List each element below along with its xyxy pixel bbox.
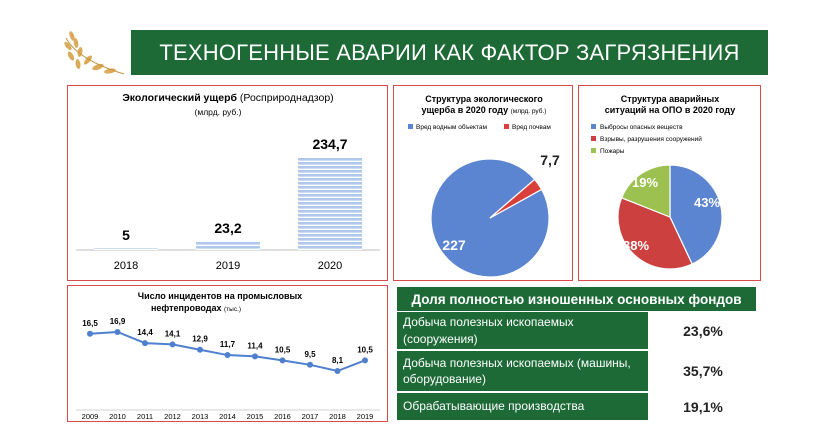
- funds-table-row: Обрабатывающие производства 19,1%: [397, 393, 756, 420]
- chart-title-line2: ситуаций на ОПО в 2020 году: [605, 105, 735, 115]
- x-tick-label: 2016: [274, 412, 291, 421]
- pie-value-label: 38%: [623, 238, 649, 253]
- point-value-label: 16,9: [110, 317, 126, 326]
- pie-slice-soil: [489, 178, 543, 219]
- x-tick-label: 2018: [329, 412, 346, 421]
- incidents-line: [89, 330, 366, 373]
- pie-value-label: 227: [442, 237, 466, 253]
- wheat-logo-icon: [64, 31, 125, 75]
- x-tick-label: 2015: [247, 412, 264, 421]
- legend-swatch: [591, 124, 596, 129]
- point-value-label: 10,5: [357, 345, 373, 354]
- funds-row-label: Добыча полезных ископаемых (сооружения): [397, 312, 650, 349]
- legend-label: Выбросы опасных веществ: [600, 123, 683, 131]
- funds-table-header: Доля полностью изношенных основных фондо…: [397, 287, 756, 311]
- data-point-2014: [224, 352, 231, 359]
- x-tick-label: 2010: [109, 412, 126, 421]
- bar-2018: [94, 248, 158, 250]
- chart-title-line1: Структура аварийных: [621, 94, 719, 104]
- data-point-2019: [362, 357, 368, 364]
- point-value-label: 12,9: [192, 335, 208, 344]
- x-tick-label: 2009: [82, 412, 99, 421]
- funds-row-label: Добыча полезных ископаемых (машины, обор…: [397, 351, 650, 391]
- funds-row-value: 35,7%: [650, 351, 756, 391]
- point-value-label: 11,4: [247, 341, 263, 350]
- pie-value-label: 43%: [694, 195, 720, 210]
- point-value-label: 14,4: [137, 328, 153, 337]
- slide-title-bar: ТЕХНОГЕННЫЕ АВАРИИ КАК ФАКТОР ЗАГРЯЗНЕНИ…: [131, 30, 768, 75]
- legend-swatch: [591, 148, 596, 153]
- legend-label: Взрывы, разрушения сооружений: [600, 135, 702, 143]
- data-point-2016: [279, 357, 286, 364]
- data-point-2012: [169, 341, 176, 348]
- chart-title-line2: нефтепроводах (тыс.): [151, 303, 241, 313]
- pie-value-label: 7,7: [540, 152, 560, 168]
- bar-value-label: 5: [122, 227, 130, 243]
- slide-title: ТЕХНОГЕННЫЕ АВАРИИ КАК ФАКТОР ЗАГРЯЗНЕНИ…: [159, 39, 740, 65]
- bar-value-label: 23,2: [214, 220, 241, 236]
- funds-table-row: Добыча полезных ископаемых (сооружения) …: [397, 312, 756, 349]
- legend-label: Пожары: [600, 148, 625, 155]
- pipeline-incidents-chart-panel: Число инцидентов на промысловых нефтепров…: [67, 285, 388, 422]
- point-value-label: 9,5: [304, 350, 316, 359]
- accident-structure-chart-panel: Структура аварийных ситуаций на ОПО в 202…: [578, 85, 761, 281]
- point-value-label: 11,7: [220, 340, 236, 349]
- x-tick-label: 2018: [114, 260, 138, 272]
- x-tick-label: 2014: [219, 412, 236, 421]
- legend-swatch: [591, 136, 596, 141]
- damage-structure-chart-panel: Структура экологического ущерба в 2020 го…: [393, 85, 573, 281]
- point-value-label: 10,5: [275, 345, 291, 354]
- data-point-2010: [114, 329, 121, 335]
- data-point-2009: [87, 330, 93, 337]
- funds-header-text: Доля полностью изношенных основных фондо…: [411, 291, 742, 307]
- x-tick-label: 2011: [137, 412, 153, 421]
- bar-value-label: 234,7: [312, 136, 347, 152]
- chart-title-line2: ущерба в 2020 году (млрд. руб.): [422, 105, 547, 115]
- eco-damage-bar-chart: Экологический ущерб (Росприроднадзор) (мл…: [76, 92, 380, 272]
- x-tick-label: 2013: [192, 412, 209, 421]
- chart-title: Экологический ущерб (Росприроднадзор): [122, 92, 333, 104]
- bar-2019: [196, 240, 260, 250]
- funds-row-value: 23,6%: [650, 312, 756, 349]
- eco-damage-chart-panel: Экологический ущерб (Росприроднадзор) (мл…: [67, 85, 388, 281]
- x-tick-label: 2019: [216, 260, 240, 272]
- pipeline-incidents-line-chart: Число инцидентов на промысловых нефтепров…: [76, 291, 380, 421]
- x-tick-label: 2019: [357, 412, 374, 421]
- pie-slice-fires: [620, 164, 671, 218]
- legend-label: Вред водным объектам: [416, 123, 487, 131]
- legend-label: Вред почвам: [512, 124, 551, 131]
- data-point-2013: [197, 346, 203, 353]
- data-point-2011: [142, 340, 148, 347]
- legend-swatch: [504, 124, 509, 129]
- funds-row-value: 19,1%: [650, 393, 756, 420]
- point-value-label: 8,1: [332, 356, 344, 365]
- funds-table-row: Добыча полезных ископаемых (машины, обор…: [397, 351, 756, 391]
- funds-row-label: Обрабатывающие производства: [397, 393, 650, 420]
- chart-subtitle: (млрд. руб.): [195, 107, 242, 117]
- legend-swatch: [408, 124, 413, 129]
- x-tick-label: 2012: [164, 412, 181, 421]
- pie-value-label: 19%: [632, 175, 658, 190]
- pie-slice-emissions: [669, 164, 723, 265]
- pie-slice-explosions: [617, 197, 693, 270]
- data-point-2018: [334, 368, 341, 374]
- data-point-2017: [307, 361, 313, 368]
- chart-title-line1: Структура экологического: [425, 94, 543, 104]
- bar-2020: [298, 157, 362, 250]
- point-value-label: 16,5: [82, 319, 98, 328]
- x-tick-label: 2017: [302, 412, 319, 421]
- chart-title-line1: Число инцидентов на промысловых: [138, 291, 302, 301]
- point-value-label: 14,1: [165, 329, 181, 338]
- data-point-2015: [252, 353, 258, 360]
- x-tick-label: 2020: [318, 260, 342, 272]
